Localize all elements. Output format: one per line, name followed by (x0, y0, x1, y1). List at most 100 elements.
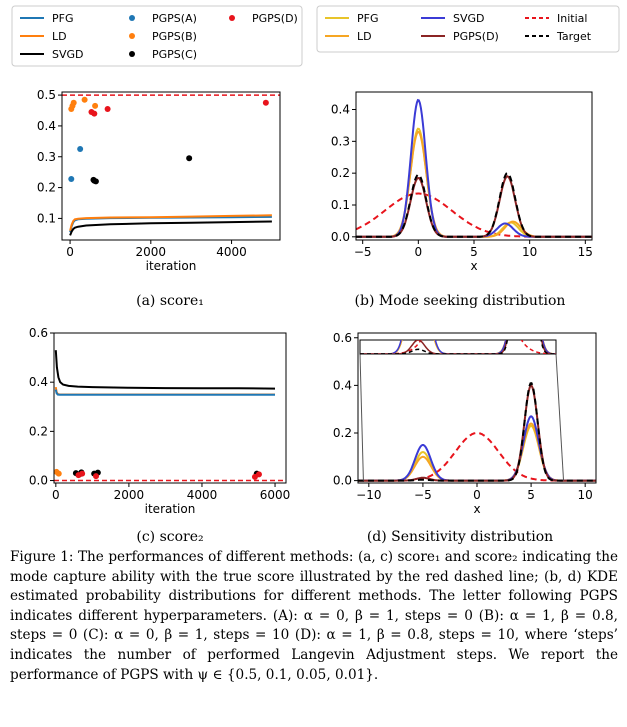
inset-connector (555, 353, 565, 481)
series-ld (356, 130, 592, 238)
x-tick-label: 0 (66, 245, 74, 259)
series-pfg (54, 389, 275, 396)
chart-sensitivity: −10 −5 0 5 10 0.0 0.2 0.4 0.6 x (333, 331, 597, 516)
point-pgps-d (262, 99, 269, 106)
x-tick-label: 2000 (114, 488, 145, 502)
point-pgps-d (79, 470, 86, 477)
y-tick-label: 0.4 (331, 103, 350, 117)
y-tick-label: 0.4 (29, 375, 48, 389)
figure-caption: Figure 1: The performances of different … (10, 548, 618, 685)
x-tick-label: 0 (415, 245, 423, 259)
inset-connector (359, 353, 364, 481)
legend-label-pgps-d: PGPS(D) (252, 12, 298, 25)
plot-area (358, 382, 596, 482)
legend-label-pfg: PFG (52, 12, 73, 25)
legend-marker-pgps-d (229, 15, 235, 21)
point-pgps-b (81, 96, 88, 103)
legend-marker-pgps-c (129, 51, 135, 57)
legend-frame (316, 5, 620, 53)
series-svgd (356, 98, 592, 238)
y-tick-label: 0.3 (331, 134, 350, 148)
series-initial (356, 192, 592, 238)
chart-mode-seeking: −5 0 5 10 15 0.0 0.1 0.2 0.3 0.4 x (331, 91, 593, 273)
plot-area (356, 98, 592, 238)
point-pgps-d (104, 105, 111, 112)
y-tick-label: 0.0 (331, 230, 350, 244)
x-tick-label: 5 (527, 488, 535, 502)
y-tick-label: 0.2 (37, 181, 56, 195)
x-axis-label: x (473, 502, 480, 516)
legend-marker-pgps-b (129, 33, 135, 39)
x-axis-label: x (470, 259, 477, 273)
legend-label-pgps-d: PGPS(D) (453, 30, 499, 43)
point-pgps-b (70, 99, 77, 106)
chart-score1: 0 2000 4000 0.1 0.2 0.3 0.4 0.5 iteration (37, 88, 281, 273)
figure-panels: PFG LD SVGD PGPS(A) PGPS(B) PGPS(C) PGPS(D) PF… (11, 5, 620, 516)
axes-frame (61, 91, 281, 241)
x-tick-label: 4000 (216, 245, 247, 259)
legend-label-initial: Initial (557, 12, 587, 25)
y-tick-label: 0.0 (333, 474, 352, 488)
point-pgps-b (92, 102, 99, 109)
legend-marker-pgps-a (129, 15, 135, 21)
subcaption-b: (b) Mode seeking distribution (354, 293, 566, 309)
y-tick-label: 0.4 (333, 378, 352, 392)
y-tick-label: 0.0 (29, 474, 48, 488)
inset-series-pfg (360, 340, 556, 354)
inset-plot (360, 340, 556, 354)
y-tick-label: 0.5 (37, 88, 56, 102)
y-tick-label: 0.1 (331, 198, 350, 212)
y-tick-label: 0.4 (37, 119, 56, 133)
series-svgd (69, 220, 272, 236)
legend-score: PFG LD SVGD PGPS(A) PGPS(B) PGPS(C) PGPS(D) (11, 5, 303, 67)
series-pgps-d (358, 384, 596, 482)
axes-frame (53, 332, 287, 484)
legend-label-pfg: PFG (357, 12, 378, 25)
x-tick-label: −5 (354, 245, 372, 259)
legend-label-ld: LD (52, 30, 67, 43)
series-initial (358, 432, 596, 482)
x-tick-label: −5 (414, 488, 432, 502)
point-pgps-d (91, 110, 98, 117)
point-pgps-d (255, 471, 262, 478)
x-axis-label: iteration (146, 259, 197, 273)
legend-label-pgps-b: PGPS(B) (152, 30, 197, 43)
legend-distribution: PFG LD SVGD PGPS(D) Initial Target (316, 5, 620, 53)
x-tick-label: 4000 (187, 488, 218, 502)
y-tick-label: 0.6 (333, 331, 352, 345)
y-tick-label: 0.2 (333, 426, 352, 440)
subcaption-d: (d) Sensitivity distribution (366, 529, 554, 545)
x-tick-label: 10 (578, 488, 593, 502)
plot-area (54, 350, 286, 482)
axes-frame (357, 332, 597, 484)
x-tick-label: 5 (470, 245, 478, 259)
point-pgps-d (93, 473, 100, 480)
legend-label-target: Target (556, 30, 592, 43)
x-tick-label: 15 (578, 245, 593, 259)
axes-frame (355, 91, 593, 241)
plot-area (62, 94, 280, 236)
point-pgps-a (68, 175, 75, 182)
x-tick-label: 0 (52, 488, 60, 502)
y-tick-label: 0.2 (331, 166, 350, 180)
series-pgps-d (356, 175, 592, 238)
legend-label-pgps-c: PGPS(C) (152, 48, 197, 61)
inset-series-ld (360, 340, 556, 354)
y-tick-label: 0.6 (29, 326, 48, 340)
point-pgps-a (77, 146, 84, 153)
point-pgps-b (55, 470, 62, 477)
point-pgps-c (186, 155, 193, 162)
x-axis-label: iteration (145, 502, 196, 516)
x-tick-label: 10 (522, 245, 537, 259)
series-ld (69, 214, 272, 232)
subcaption-a: (a) score₁ (136, 293, 204, 309)
x-tick-label: 6000 (260, 488, 291, 502)
y-tick-label: 0.1 (37, 211, 56, 225)
x-tick-label: 2000 (136, 245, 167, 259)
x-tick-label: −10 (356, 488, 381, 502)
legend-label-svgd: SVGD (453, 12, 485, 25)
point-pgps-c (92, 178, 99, 185)
x-tick-label: 0 (473, 488, 481, 502)
legend-frame (11, 5, 303, 67)
y-tick-label: 0.3 (37, 150, 56, 164)
